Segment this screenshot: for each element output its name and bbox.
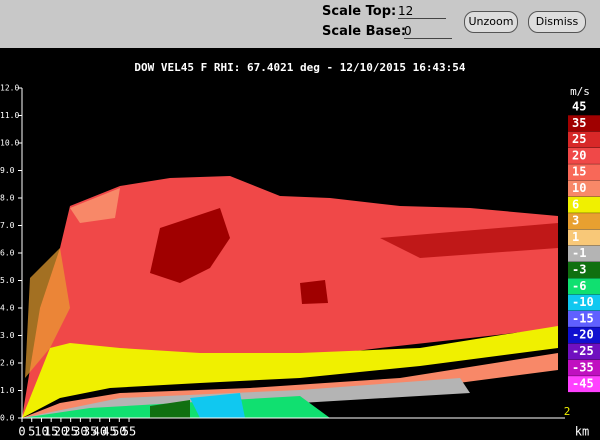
colorbar-label: -25 [572,344,594,358]
colorbar-swatch [568,99,600,115]
colorbar-swatch [568,147,600,164]
colorbar-label: -6 [572,279,586,293]
colorbar-label: -20 [572,328,594,342]
colorbar-swatch [568,359,600,376]
scale-base-label: Scale Base: [322,24,407,39]
colorbar-label: 3 [572,214,579,228]
y-tick-label: 1.0 [0,386,15,395]
radar-echo [22,176,558,418]
y-tick-label: 10.0 [0,139,19,148]
colorbar-swatch [568,262,600,278]
y-tick-label: 2.0 [0,359,15,368]
scale-top-input[interactable]: 12 [398,4,446,19]
colorbar-swatch [568,115,600,132]
colorbar-swatch [568,164,600,181]
x-tick-label: 0 [18,425,25,439]
colorbar-swatch [568,343,600,360]
colorbar-label: -3 [572,263,586,277]
colorbar-label: 45 [572,100,586,114]
colorbar-label: -35 [572,360,594,374]
colorbar-label: 20 [572,148,586,162]
x-tick-label: 25 [63,425,77,439]
colorbar-swatch [568,131,600,148]
colorbar-swatch [568,229,600,246]
colorbar-swatch [568,245,600,262]
y-tick-label: 0.0 [0,414,15,423]
colorbar-swatch [568,294,600,311]
colorbar-swatch [568,180,600,197]
colorbar-swatch [568,213,600,230]
y-tick-label: 9.0 [0,166,15,175]
colorbar-swatch [568,278,600,295]
colorbar-swatch [568,376,600,393]
x-tick-label: 50 [112,425,126,439]
radar-display: DOW VEL45 F RHI: 67.4021 deg - 12/10/201… [0,61,600,439]
title: DOW VEL45 F RHI: 67.4021 deg - 12/10/201… [134,61,466,74]
y-tick-label: 6.0 [0,249,15,258]
colorbar-label: -15 [572,311,594,325]
x-tick-label: 10 [34,425,48,439]
colorbar-label: 1 [572,230,579,244]
x-tick-label: 5 [28,425,35,439]
y-tick-label: 3.0 [0,331,15,340]
x-tick-label: 30 [73,425,87,439]
colorbar-label: -10 [572,295,594,309]
dismiss-button[interactable]: Dismiss [528,11,586,33]
colorbar-label: 35 [572,116,586,130]
colorbar-unit: m/s [570,85,590,98]
colorbar-swatch [568,196,600,213]
x-tick-label: 45 [102,425,116,439]
corner-label: 2 [564,405,571,418]
colorbar-label: 10 [572,181,586,195]
y-tick-label: 5.0 [0,276,15,285]
x-tick-label: 15 [44,425,58,439]
x-tick-label: 55 [122,425,136,439]
x-tick-label: 20 [54,425,68,439]
x-unit: km [575,425,589,439]
y-tick-label: 11.0 [0,111,19,120]
colorbar-label: 15 [572,165,586,179]
y-tick-label: 4.0 [0,304,15,313]
colorbar-label: 6 [572,197,579,211]
y-tick-label: 7.0 [0,221,15,230]
colorbar-swatch [568,310,600,327]
scale-base-input[interactable]: 0 [404,24,452,39]
unzoom-button[interactable]: Unzoom [464,11,518,33]
y-tick-label: 8.0 [0,194,15,203]
x-tick-label: 40 [93,425,107,439]
colorbar-label: 25 [572,132,586,146]
x-tick-label: 35 [83,425,97,439]
colorbar-swatch [568,327,600,344]
colorbar-label: -1 [572,246,586,260]
scale-top-label: Scale Top: [322,4,397,19]
toolbar: Scale Top: 12 Scale Base: 0 Unzoom Dismi… [0,0,600,48]
colorbar-label: -45 [572,377,594,391]
y-tick-label: 12.0 [0,84,19,93]
